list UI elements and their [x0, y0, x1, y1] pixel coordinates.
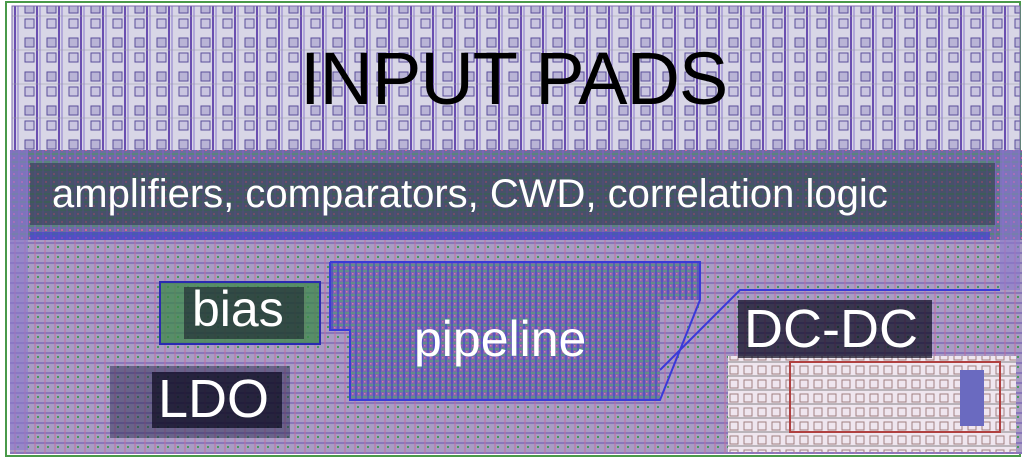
bias-label-backdrop [184, 287, 304, 339]
front-end-label: amplifiers, comparators, CWD, correlatio… [52, 172, 888, 216]
input-pads-label: INPUT PADS [300, 37, 728, 120]
dcdc-label: DC-DC [744, 299, 918, 359]
bias-label: bias [192, 281, 284, 337]
front-end-label-backdrop [30, 163, 995, 225]
ldo-label-backdrop [152, 372, 282, 428]
dcdc-label-backdrop [738, 300, 932, 358]
ldo-label: LDO [158, 369, 270, 429]
pipeline-label: pipeline [414, 311, 587, 367]
